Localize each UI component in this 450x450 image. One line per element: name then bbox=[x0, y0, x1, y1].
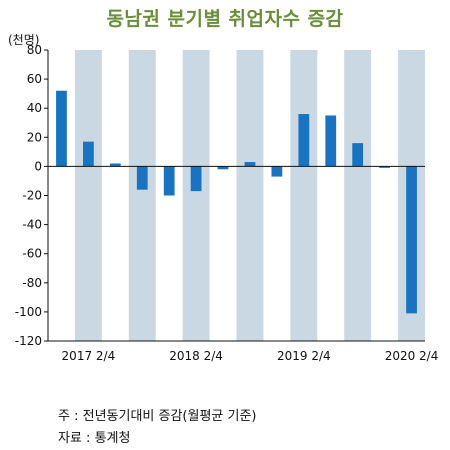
y-tick-label: -80 bbox=[22, 276, 42, 290]
x-tick-label: 2019 2/4 bbox=[277, 349, 331, 363]
x-tick-label: 2020 2/4 bbox=[385, 349, 439, 363]
chart-title: 동남권 분기별 취업자수 증감 bbox=[106, 8, 344, 30]
x-tick-label: 2018 2/4 bbox=[169, 349, 223, 363]
source-note: 자료 : 통계청 bbox=[58, 431, 131, 446]
y-tick-label: 40 bbox=[27, 101, 42, 115]
bar bbox=[325, 115, 337, 167]
bar bbox=[109, 163, 121, 167]
bar bbox=[136, 166, 148, 190]
y-tick-label: 60 bbox=[27, 72, 42, 86]
bar bbox=[163, 166, 175, 196]
background-band bbox=[74, 50, 102, 341]
y-tick-label: -100 bbox=[15, 305, 42, 319]
bar bbox=[190, 166, 202, 192]
y-tick-label: 80 bbox=[27, 43, 42, 57]
footnote: 주 : 전년동기대비 증감(월평균 기준) bbox=[58, 409, 257, 424]
y-tick-label: -40 bbox=[22, 218, 42, 232]
bar bbox=[56, 90, 67, 167]
x-tick-label: 2017 2/4 bbox=[62, 349, 116, 363]
y-axis-unit: (천명) bbox=[8, 33, 40, 47]
background-band bbox=[182, 50, 210, 341]
background-band bbox=[128, 50, 156, 341]
bar bbox=[352, 143, 364, 167]
bar bbox=[379, 166, 390, 168]
background-band bbox=[344, 50, 372, 341]
bar bbox=[298, 114, 310, 167]
y-tick-label: -60 bbox=[22, 247, 42, 261]
y-tick-label: -20 bbox=[22, 189, 42, 203]
bar bbox=[271, 166, 283, 177]
y-tick-label: -120 bbox=[15, 334, 42, 348]
y-tick-label: 0 bbox=[34, 159, 42, 173]
y-tick-label: 20 bbox=[27, 130, 42, 144]
background-band bbox=[290, 50, 318, 341]
bar bbox=[83, 141, 94, 167]
bar bbox=[406, 166, 417, 314]
bar bbox=[244, 162, 256, 167]
background-band bbox=[236, 50, 264, 341]
bar bbox=[217, 166, 229, 170]
